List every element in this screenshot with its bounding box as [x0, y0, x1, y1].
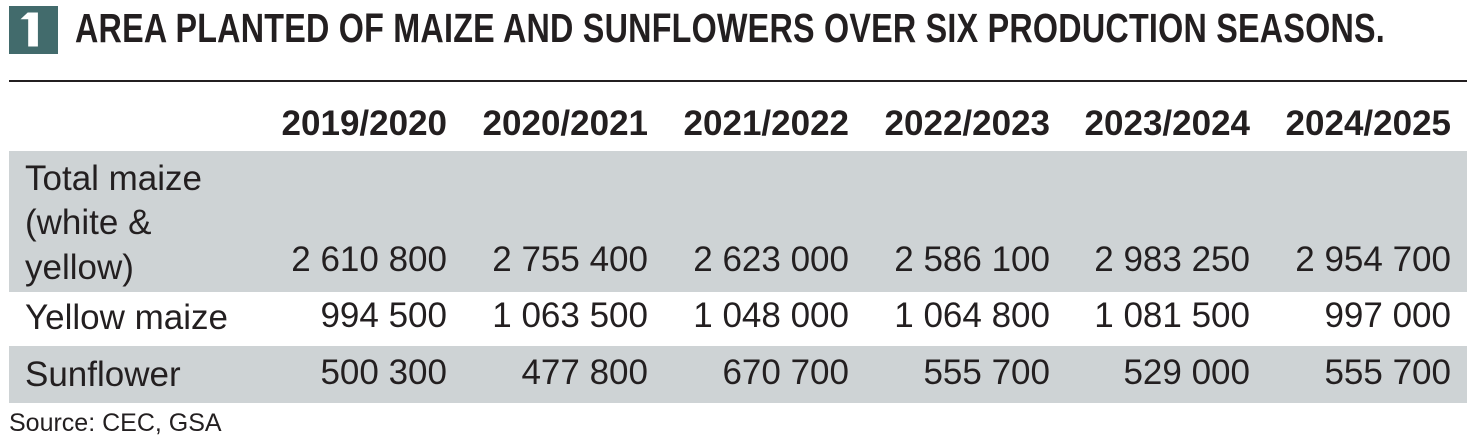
svg-text:AREA PLANTED OF MAIZE AND SUNF: AREA PLANTED OF MAIZE AND SUNFLOWERS OVE…	[75, 5, 1385, 51]
